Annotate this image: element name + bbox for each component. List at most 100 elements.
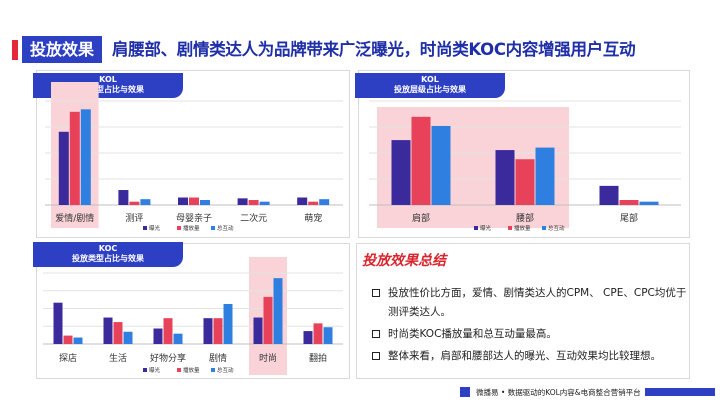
bar bbox=[411, 116, 431, 205]
bar bbox=[113, 322, 123, 344]
legend-label: 曝光 bbox=[149, 366, 161, 374]
bar bbox=[308, 201, 319, 205]
panel-tab-line2: 投放类型占比与效果 bbox=[72, 85, 144, 94]
summary-item: 时尚类KOC播放量和总互动量最高。 bbox=[372, 325, 692, 344]
bar bbox=[248, 200, 259, 205]
category-label: 好物分享 bbox=[150, 352, 186, 364]
panel-tab-koc-type: KOC 投放类型占比与效果 bbox=[33, 242, 183, 267]
category-label: 二次元 bbox=[240, 212, 267, 224]
bar bbox=[69, 111, 80, 205]
bar bbox=[73, 337, 83, 344]
summary-item: 投放性价比方面，爱情、剧情类达人的CPM、 CPE、CPC均优于测评类达人。 bbox=[372, 284, 692, 322]
legend-swatch bbox=[211, 226, 215, 230]
bar bbox=[58, 131, 69, 205]
legend-swatch bbox=[211, 368, 215, 372]
bar bbox=[431, 125, 451, 205]
legend-swatch bbox=[542, 226, 546, 230]
checkbox-bullet-icon bbox=[372, 289, 380, 297]
bar bbox=[189, 197, 199, 205]
legend-label: 总互动 bbox=[217, 224, 234, 232]
category-label: 探店 bbox=[59, 352, 77, 364]
category-label: 腰部 bbox=[516, 212, 534, 224]
panel-tab-line2: 投放类型占比与效果 bbox=[72, 254, 144, 263]
panel-koc-type: KOC 投放类型占比与效果 探店 生活 好物分享 剧情 时尚 翻拍曝光 播放量 总互动 bbox=[33, 242, 350, 379]
summary-list: 投放性价比方面，爱情、剧情类达人的CPM、 CPE、CPC均优于测评类达人。 时… bbox=[372, 284, 692, 369]
panel-tab-kol-tier: KOL 投放层级占比与效果 bbox=[355, 73, 505, 98]
bar bbox=[639, 201, 659, 205]
bar bbox=[619, 200, 639, 205]
category-label: 生活 bbox=[109, 352, 127, 364]
bar bbox=[178, 197, 188, 205]
bar bbox=[313, 323, 323, 344]
legend-label: 播放量 bbox=[183, 224, 200, 232]
panel-kol-tier: KOL 投放层级占比与效果 肩部 腰部 尾部曝光 播放量 总互动 bbox=[355, 70, 690, 238]
legend-label: 播放量 bbox=[183, 366, 200, 374]
bar bbox=[118, 190, 129, 205]
category-label: 肩部 bbox=[412, 212, 430, 224]
category-label: 测评 bbox=[125, 213, 143, 224]
bar bbox=[515, 159, 535, 205]
bar bbox=[153, 328, 163, 344]
bar bbox=[237, 198, 248, 205]
bar bbox=[200, 200, 210, 205]
legend-swatch bbox=[177, 226, 181, 230]
bar bbox=[223, 303, 233, 344]
summary-item-text: 投放性价比方面，爱情、剧情类达人的CPM、 CPE、CPC均优于测评类达人。 bbox=[388, 287, 687, 318]
legend-swatch bbox=[143, 368, 147, 372]
legend-swatch bbox=[177, 368, 181, 372]
footer-text: 微播易 • 数据驱动的KOL内容&电商整合营销平台 bbox=[476, 387, 641, 397]
title-marker bbox=[12, 40, 18, 60]
bar bbox=[253, 317, 263, 344]
legend-label: 总互动 bbox=[548, 224, 565, 232]
bar bbox=[297, 197, 308, 205]
summary-item-text: 整体来看，肩部和腰部达人的曝光、互动效果均比较理想。 bbox=[388, 350, 661, 362]
bar bbox=[495, 150, 515, 205]
bar bbox=[173, 333, 183, 344]
category-label: 剧情 bbox=[209, 352, 227, 364]
bar bbox=[80, 109, 91, 205]
checkbox-bullet-icon bbox=[372, 352, 380, 360]
legend-swatch bbox=[474, 226, 478, 230]
panel-summary bbox=[356, 243, 690, 379]
legend-label: 播放量 bbox=[514, 224, 531, 232]
legend-swatch bbox=[143, 226, 147, 230]
bar bbox=[123, 331, 133, 344]
bar bbox=[391, 140, 411, 205]
panel-tab-line2: 投放层级占比与效果 bbox=[394, 85, 466, 94]
footer-bar bbox=[644, 388, 715, 396]
bar bbox=[323, 327, 333, 344]
legend-swatch bbox=[508, 226, 512, 230]
footer: 微播易 • 数据驱动的KOL内容&电商整合营销平台 bbox=[460, 385, 715, 399]
bar bbox=[63, 335, 73, 344]
summary-item-text: 时尚类KOC播放量和总互动量最高。 bbox=[388, 328, 557, 340]
panel-tab-line1: KOL bbox=[99, 75, 117, 84]
bar bbox=[259, 201, 270, 205]
category-label: 萌宠 bbox=[304, 212, 322, 224]
section-tag: 投放效果 bbox=[22, 36, 103, 63]
footer-square-icon bbox=[460, 387, 470, 397]
category-label: 时尚 bbox=[259, 352, 277, 364]
bar bbox=[263, 296, 273, 344]
panel-tab-line1: KOC bbox=[98, 244, 118, 253]
bar bbox=[599, 185, 619, 205]
page-headline: 肩腰部、剧情类达人为品牌带来广泛曝光，时尚类KOC内容增强用户互动 bbox=[112, 40, 636, 59]
bar bbox=[103, 317, 113, 344]
legend-label: 曝光 bbox=[149, 224, 161, 232]
bar bbox=[163, 318, 173, 344]
category-label: 爱情/剧情 bbox=[55, 212, 94, 224]
bar bbox=[319, 199, 330, 205]
bar bbox=[303, 331, 313, 344]
checkbox-bullet-icon bbox=[372, 330, 380, 338]
bar bbox=[53, 302, 63, 344]
category-label: 翻拍 bbox=[309, 352, 327, 364]
legend-label: 总互动 bbox=[217, 366, 234, 374]
bar bbox=[129, 201, 140, 205]
panel-kol-type: KOL 投放类型占比与效果 爱情/剧情 测评 母婴亲子 二次元 萌宠 曝光 播放量 总互动 bbox=[33, 70, 350, 238]
legend-label: 曝光 bbox=[480, 224, 492, 232]
panel-tab-line1: KOL bbox=[421, 75, 439, 84]
category-label: 尾部 bbox=[620, 212, 638, 224]
bar bbox=[140, 199, 151, 205]
